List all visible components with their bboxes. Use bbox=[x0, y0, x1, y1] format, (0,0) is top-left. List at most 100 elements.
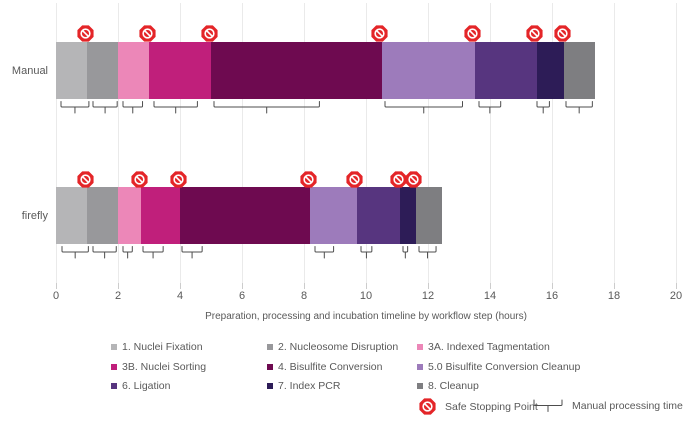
bar-segment-manual-step-8 bbox=[536, 42, 565, 99]
gridline-hour-2 bbox=[118, 3, 119, 283]
bar-segment-firefly-step-7 bbox=[356, 187, 401, 244]
legend-swatch bbox=[111, 364, 117, 370]
safe-stopping-point-icon-manual bbox=[76, 24, 94, 42]
manual-processing-bracket-manual bbox=[60, 100, 90, 113]
row-label-manual: Manual bbox=[11, 64, 48, 77]
gridline-hour-14 bbox=[490, 3, 491, 283]
manual-processing-bracket-manual bbox=[536, 100, 551, 113]
axis-tick-hour-20 bbox=[676, 283, 677, 289]
axis-tick-hour-6 bbox=[242, 283, 243, 289]
legend-label: 2. Nucleosome Disruption bbox=[278, 341, 399, 353]
bar-firefly bbox=[56, 187, 442, 244]
legend-swatch bbox=[267, 344, 273, 350]
manual-processing-bracket-firefly bbox=[181, 245, 203, 258]
safe-stopping-point-icon-manual bbox=[554, 24, 571, 42]
axis-tick-label: 18 bbox=[607, 290, 621, 302]
bar-manual bbox=[56, 42, 596, 99]
gridline-hour-10 bbox=[366, 3, 367, 283]
axis-tick-label: 8 bbox=[300, 290, 308, 302]
bar-segment-manual-step-1 bbox=[56, 42, 87, 99]
axis-tick-label: 2 bbox=[114, 290, 122, 302]
legend-item-step-6: 5.0 Bisulfite Conversion Cleanup bbox=[417, 361, 580, 373]
gridline-hour-4 bbox=[180, 3, 181, 283]
safe-stopping-point-icon-firefly bbox=[346, 170, 363, 188]
manual-processing-bracket-firefly bbox=[61, 245, 90, 258]
legend-label: 6. Ligation bbox=[122, 380, 171, 392]
legend-item-step-5: 4. Bisulfite Conversion bbox=[267, 361, 382, 373]
manual-processing-bracket-manual bbox=[565, 100, 593, 113]
axis-tick-hour-10 bbox=[366, 283, 367, 289]
axis-tick-label: 10 bbox=[359, 290, 373, 302]
manual-processing-bracket-manual bbox=[92, 100, 118, 113]
legend-label: 4. Bisulfite Conversion bbox=[278, 361, 383, 373]
safe-stopping-point-icon bbox=[419, 398, 436, 415]
legend-item-step-4: 3B. Nuclei Sorting bbox=[111, 361, 206, 373]
safe-stopping-point-icon-firefly bbox=[300, 170, 317, 188]
gridline-hour-18 bbox=[614, 3, 615, 283]
legend-label: 1. Nuclei Fixation bbox=[122, 341, 203, 353]
bar-segment-firefly-step-1 bbox=[56, 187, 87, 244]
bar-segment-firefly-step-6 bbox=[310, 187, 357, 244]
legend-swatch bbox=[417, 383, 423, 389]
safe-stopping-point-icon-firefly bbox=[76, 170, 94, 188]
axis-tick-hour-2 bbox=[118, 283, 119, 289]
bar-segment-manual-step-5 bbox=[211, 42, 382, 99]
legend-swatch bbox=[417, 364, 423, 370]
bar-segment-manual-step-7 bbox=[474, 42, 537, 99]
bar-segment-firefly-step-9 bbox=[415, 187, 442, 244]
bar-segment-manual-step-9 bbox=[564, 42, 596, 99]
x-axis-title: Preparation, processing and incubation t… bbox=[205, 311, 527, 322]
legend-swatch bbox=[417, 344, 423, 350]
safe-stopping-point-icon-firefly bbox=[169, 170, 187, 188]
gridline-hour-16 bbox=[552, 3, 553, 283]
axis-tick-hour-12 bbox=[428, 283, 429, 289]
axis-tick-hour-8 bbox=[304, 283, 305, 289]
legend-label: 7. Index PCR bbox=[278, 380, 341, 392]
bar-segment-firefly-step-4 bbox=[141, 187, 180, 244]
gridline-hour-8 bbox=[304, 3, 305, 283]
safe-stopping-point-icon-firefly bbox=[390, 170, 407, 188]
legend-swatch bbox=[111, 344, 117, 350]
safe-stopping-point-icon-firefly bbox=[131, 170, 148, 188]
bar-segment-manual-step-6 bbox=[381, 42, 475, 99]
axis-tick-hour-4 bbox=[180, 283, 181, 289]
bar-segment-manual-step-2 bbox=[87, 42, 118, 99]
legend-label: 3B. Nuclei Sorting bbox=[122, 361, 207, 373]
axis-tick-label: 12 bbox=[421, 290, 435, 302]
manual-processing-bracket-firefly bbox=[402, 245, 409, 258]
manual-processing-bracket-icon bbox=[533, 399, 563, 412]
manual-processing-time-label: Manual processing time bbox=[572, 400, 683, 412]
manual-processing-bracket-manual bbox=[213, 100, 320, 113]
manual-processing-bracket-firefly bbox=[360, 245, 373, 258]
axis-tick-label: 6 bbox=[238, 290, 246, 302]
bar-segment-firefly-step-3 bbox=[118, 187, 142, 244]
manual-processing-bracket-manual bbox=[153, 100, 198, 113]
safe-stopping-point-icon-manual bbox=[138, 24, 156, 42]
legend-item-step-9: 8. Cleanup bbox=[417, 380, 479, 392]
bar-segment-firefly-step-5 bbox=[180, 187, 311, 244]
safe-stopping-point-icon-manual bbox=[464, 24, 481, 42]
safe-stopping-point-key: Safe Stopping Point bbox=[419, 398, 538, 415]
axis-tick-hour-16 bbox=[552, 283, 553, 289]
bar-segment-firefly-step-8 bbox=[400, 187, 416, 244]
axis-tick-hour-14 bbox=[490, 283, 491, 289]
manual-processing-time-key: Manual processing time bbox=[533, 399, 683, 413]
manual-processing-bracket-firefly bbox=[92, 245, 117, 258]
bar-segment-firefly-step-2 bbox=[87, 187, 118, 244]
row-label-firefly: firefly bbox=[21, 209, 48, 222]
axis-tick-label: 4 bbox=[176, 290, 184, 302]
axis-tick-hour-0 bbox=[56, 283, 57, 289]
legend-label: 3A. Indexed Tagmentation bbox=[428, 341, 550, 353]
axis-tick-label: 0 bbox=[52, 290, 60, 302]
gridline-hour-12 bbox=[428, 3, 429, 283]
safe-stopping-point-icon-manual bbox=[526, 24, 543, 42]
axis-tick-label: 20 bbox=[669, 290, 683, 302]
gridline-hour-0 bbox=[56, 3, 57, 283]
gridline-hour-20 bbox=[676, 3, 677, 283]
bar-segment-manual-step-4 bbox=[149, 42, 211, 99]
legend-label: 8. Cleanup bbox=[428, 380, 479, 392]
legend-label: 5.0 Bisulfite Conversion Cleanup bbox=[428, 361, 581, 373]
axis-tick-label: 14 bbox=[483, 290, 497, 302]
legend-item-step-3: 3A. Indexed Tagmentation bbox=[417, 341, 550, 353]
